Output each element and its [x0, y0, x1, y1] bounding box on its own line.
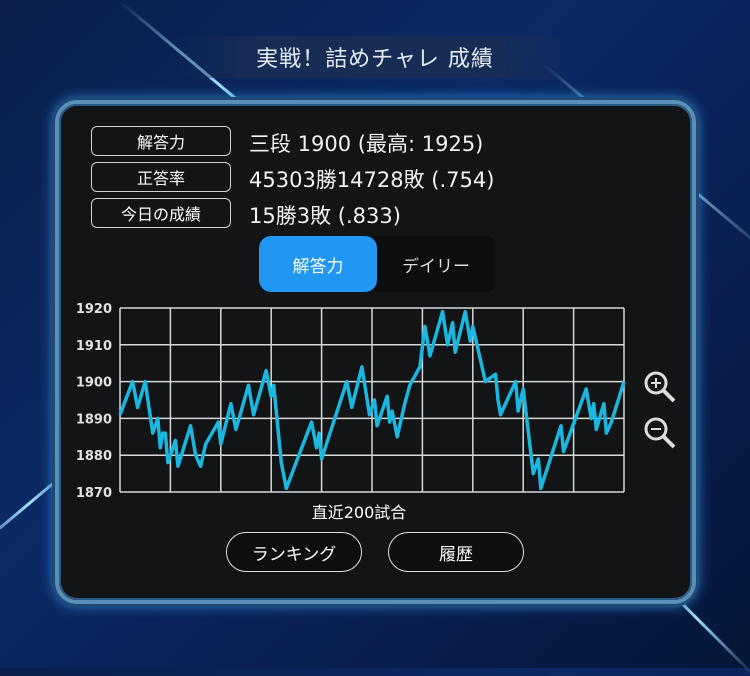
zoom-in-icon[interactable]	[643, 370, 677, 404]
rating-line	[118, 309, 626, 491]
zoom-out-icon[interactable]	[643, 416, 677, 450]
chart-tabs: 解答力 デイリー	[259, 236, 495, 292]
y-tick-label: 1870	[76, 486, 112, 500]
label-accuracy: 正答率	[91, 162, 231, 192]
page-title: 実戦！詰めチャレ 成績	[175, 36, 575, 78]
value-today: 15勝3敗 (.833)	[249, 204, 401, 228]
y-tick-label: 1920	[76, 302, 112, 317]
y-tick-label: 1890	[76, 412, 112, 427]
value-solving-power: 三段 1900 (最高: 1925)	[249, 132, 484, 156]
history-button[interactable]: 履歴	[388, 532, 524, 572]
y-tick-label: 1900	[76, 376, 112, 391]
value-accuracy: 45303勝14728敗 (.754)	[249, 168, 495, 192]
label-solving-power: 解答力	[91, 126, 231, 156]
tab-solving-power[interactable]: 解答力	[259, 236, 377, 292]
y-tick-label: 1910	[76, 339, 112, 354]
x-axis-label: 直近200試合	[311, 503, 407, 522]
tab-daily[interactable]: デイリー	[402, 256, 470, 277]
y-tick-label: 1880	[76, 449, 112, 464]
ranking-button[interactable]: ランキング	[226, 532, 362, 572]
stats-panel: 解答力 三段 1900 (最高: 1925) 正答率 45303勝14728敗 …	[55, 100, 696, 604]
rating-chart: 1920 1910 1900 1890 1880 1870	[76, 302, 626, 500]
label-today: 今日の成績	[91, 198, 231, 228]
